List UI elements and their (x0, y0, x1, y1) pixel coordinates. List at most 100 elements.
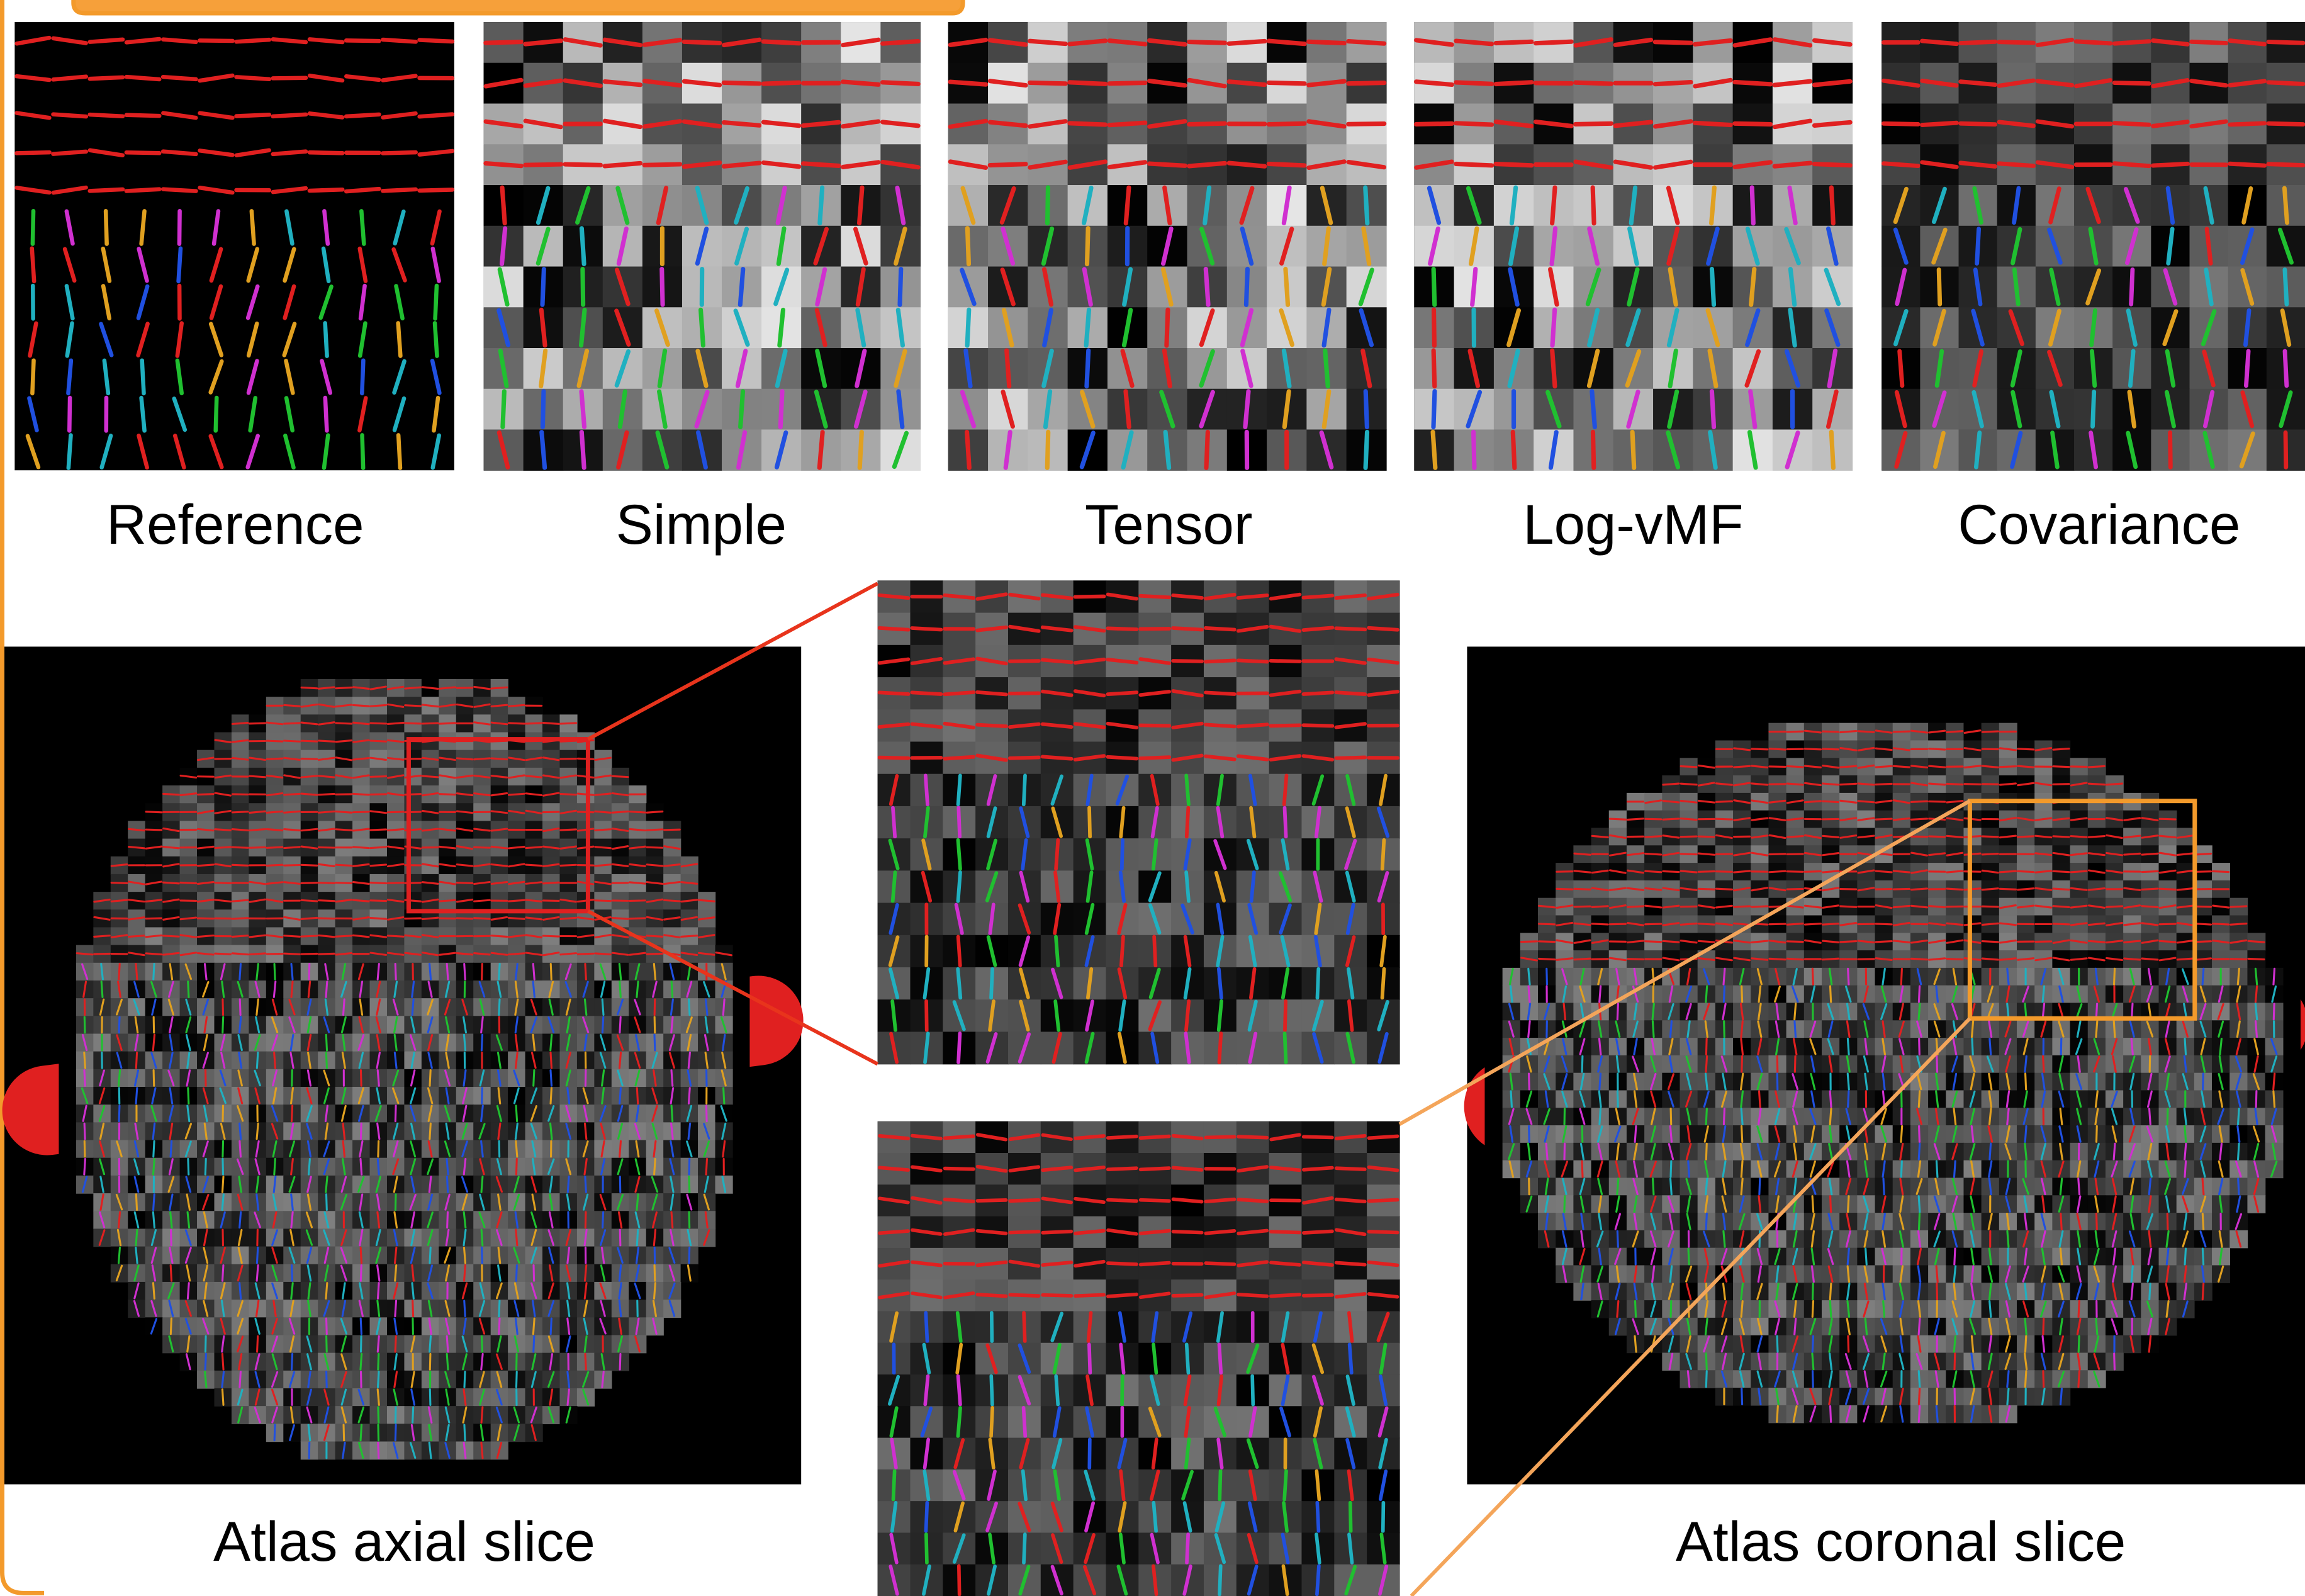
glyph (1206, 724, 1235, 726)
glyph (136, 1052, 137, 1068)
glyph (474, 918, 490, 919)
glyph (1841, 766, 1856, 767)
glyph (1823, 731, 1839, 732)
glyph (336, 741, 352, 742)
glyph (292, 1266, 293, 1281)
glyph (205, 1354, 206, 1369)
glyph (958, 1408, 960, 1436)
glyph (119, 1106, 120, 1121)
glyph (205, 1336, 206, 1352)
glyph (153, 1212, 154, 1228)
glyph (481, 1336, 482, 1352)
glyph (1246, 269, 1247, 305)
glyph (1349, 83, 1384, 84)
glyph (284, 936, 300, 937)
glyph (361, 1159, 362, 1174)
glyph (188, 1088, 189, 1104)
glyph (1787, 766, 1803, 767)
glyph (1681, 784, 1697, 785)
glyph (689, 999, 690, 1015)
glyph (1999, 42, 2034, 43)
glyph (1947, 731, 1963, 733)
glyph (1632, 432, 1634, 468)
glyph (1655, 82, 1691, 84)
glyph (1089, 1344, 1090, 1373)
glyph (977, 692, 1006, 695)
glyph (499, 1141, 500, 1157)
glyph (630, 882, 646, 884)
glyph (1024, 1534, 1025, 1563)
glyph (353, 847, 369, 848)
glyph (1122, 840, 1123, 869)
glyph (1416, 82, 1452, 85)
glyph (1043, 1232, 1071, 1233)
glyph (1592, 391, 1595, 427)
glyph (1317, 1566, 1319, 1594)
glyph (1109, 83, 1145, 84)
glyph (371, 723, 386, 724)
glyph (310, 152, 342, 153)
glyph (1369, 1200, 1397, 1201)
glyph (724, 82, 760, 83)
glyph (1922, 123, 1956, 125)
glyph (361, 1372, 362, 1388)
glyph (671, 1071, 673, 1086)
glyph (119, 1017, 120, 1033)
glyph (1883, 164, 1918, 166)
glyph (378, 1372, 379, 1388)
glyph (1206, 1200, 1234, 1201)
glyph (958, 1033, 960, 1062)
glyph (84, 1017, 85, 1033)
glyph (502, 188, 505, 223)
glyph (310, 189, 342, 191)
glyph (503, 391, 504, 427)
glyph (647, 953, 663, 954)
glyph (1734, 766, 1750, 767)
glyph (301, 883, 317, 884)
glyph (561, 829, 576, 830)
glyph (1735, 82, 1771, 84)
glyph (215, 829, 231, 831)
glyph (533, 964, 534, 980)
glyph (2269, 82, 2303, 84)
glyph (1769, 749, 1785, 750)
glyph (106, 211, 107, 244)
glyph (602, 999, 603, 1015)
glyph (481, 1442, 483, 1458)
glyph (883, 42, 919, 44)
glyph (893, 872, 895, 901)
glyph (284, 811, 300, 812)
glyph (684, 42, 720, 43)
glyph (398, 323, 401, 356)
glyph (654, 1035, 655, 1050)
glyph (2246, 351, 2248, 386)
glyph (2284, 188, 2287, 223)
glyph (1220, 1566, 1221, 1594)
glyph (1056, 1376, 1058, 1405)
glyph (215, 883, 231, 884)
glyph (1349, 42, 1384, 44)
glyph (1089, 807, 1090, 836)
glyph (1220, 1344, 1221, 1373)
glyph (1999, 164, 2034, 166)
glyph (1189, 123, 1225, 124)
glyph (1496, 164, 1532, 166)
glyph (1383, 1503, 1384, 1531)
glyph (516, 1230, 517, 1245)
glyph (516, 1106, 517, 1121)
glyph (240, 964, 241, 980)
glyph (474, 900, 490, 901)
glyph (1238, 595, 1267, 598)
glyph (637, 982, 638, 998)
glyph (1336, 628, 1365, 629)
image-panel (14, 22, 454, 470)
glyph (447, 1336, 448, 1352)
glyph (267, 829, 283, 831)
glyph (274, 964, 275, 980)
glyph (1337, 1200, 1365, 1201)
glyph (284, 723, 300, 724)
glyph (361, 211, 364, 244)
glyph (612, 918, 628, 919)
glyph (240, 1141, 241, 1157)
glyph (1841, 731, 1856, 733)
